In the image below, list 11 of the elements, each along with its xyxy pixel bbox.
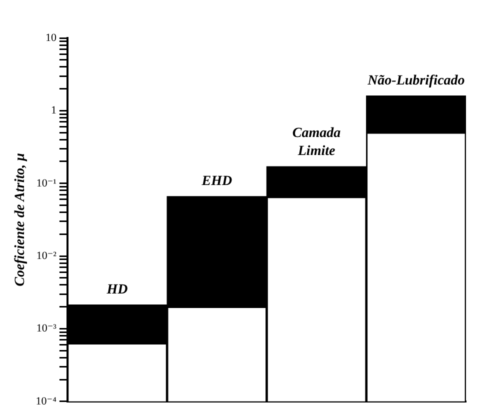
x-tick-label: Camada Limite xyxy=(292,126,341,160)
y-tick-label: 10⁻² xyxy=(36,250,58,262)
x-tick-label: HD xyxy=(106,282,128,298)
y-axis-title: Coeficiente de Atrito, μ xyxy=(13,152,28,286)
x-tick-label: EHD xyxy=(200,174,232,190)
y-tick-label: 10⁻¹ xyxy=(36,177,56,190)
x-tick-label: Não-Lubrificado xyxy=(366,73,465,88)
y-tick-label: 1 xyxy=(50,104,56,117)
y-tick-label: 10⁻³ xyxy=(36,322,58,335)
y-tick-label: 10 xyxy=(45,32,57,44)
y-tick-label: 10⁻⁴ xyxy=(36,395,57,408)
